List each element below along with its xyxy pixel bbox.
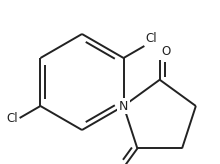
Text: Cl: Cl: [6, 112, 18, 124]
Text: O: O: [162, 45, 171, 58]
Text: Cl: Cl: [145, 32, 157, 45]
Text: N: N: [119, 100, 128, 113]
